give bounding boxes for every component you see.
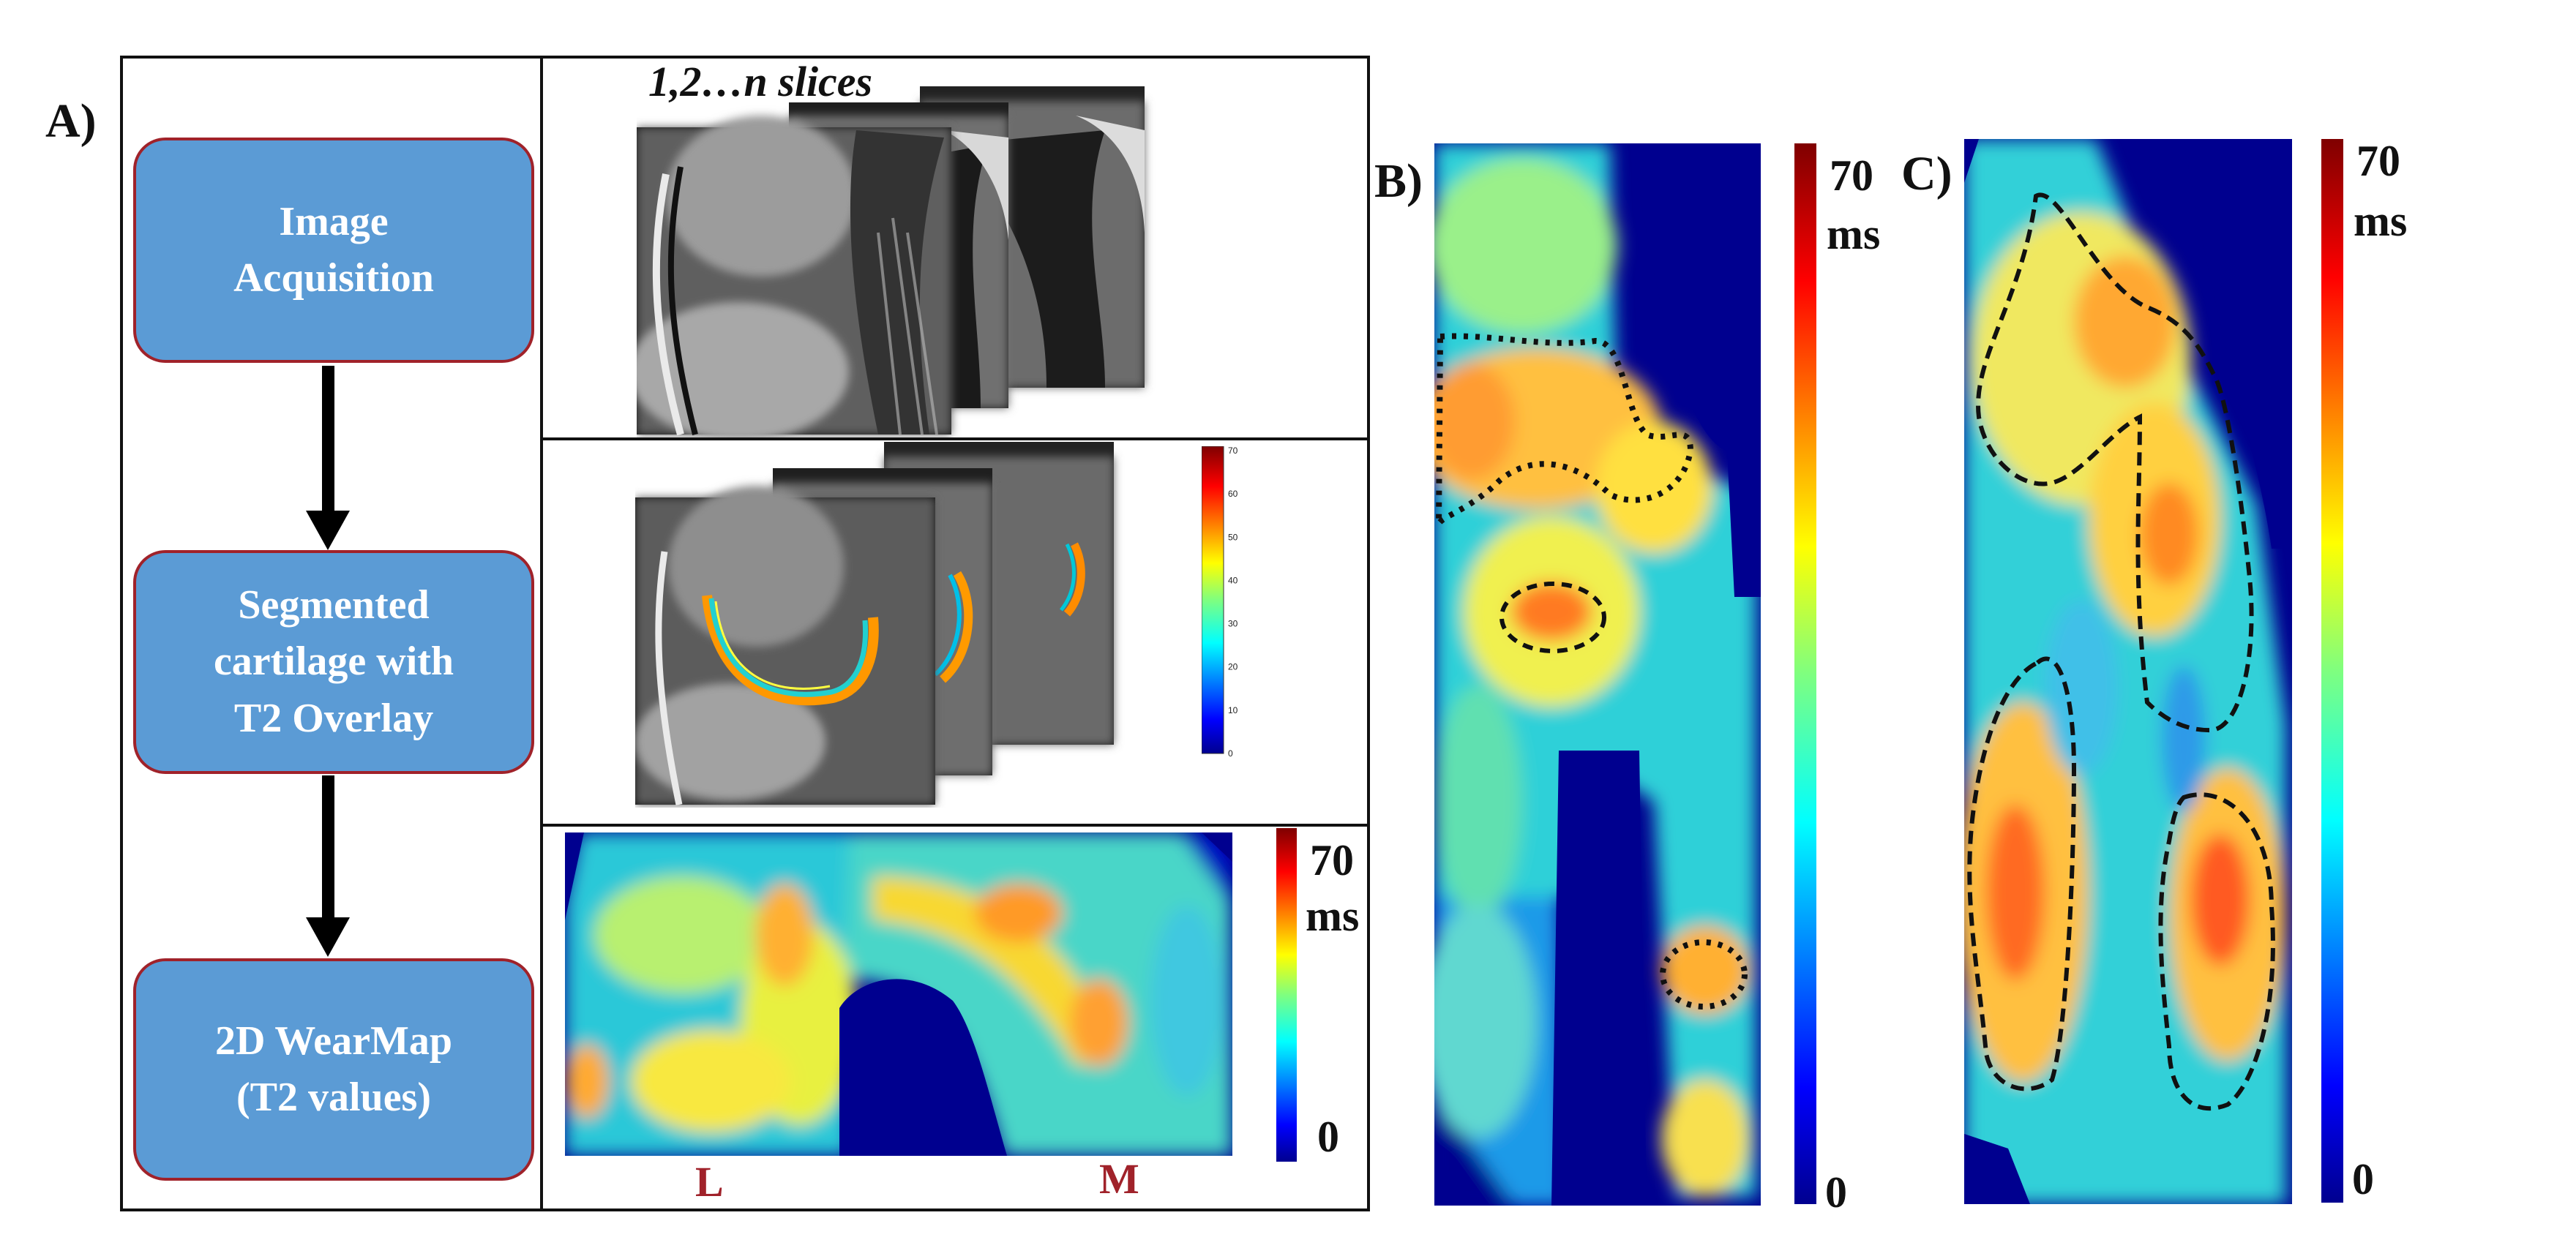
panel-c-colorbar	[2321, 139, 2343, 1203]
row-divider-1	[540, 437, 1370, 440]
overlay-colorbar-tick: 20	[1228, 662, 1238, 672]
arrow-2-head	[306, 917, 350, 957]
arrow-1-shaft	[322, 366, 334, 512]
overlay-colorbar-tick: 10	[1228, 705, 1238, 715]
wearmap-colorbar-min: 0	[1317, 1113, 1339, 1161]
step-line: Image	[279, 198, 389, 244]
step-segmented-cartilage: Segmented cartilage with T2 Overlay	[133, 550, 534, 774]
panel-c-wearmap	[1964, 139, 2292, 1204]
wearmap-colorbar	[1276, 828, 1297, 1162]
row-divider-2	[540, 824, 1370, 827]
panel-c-colorbar-max: 70	[2356, 137, 2400, 185]
column-divider	[540, 56, 543, 1211]
overlay-colorbar-tick: 70	[1228, 446, 1238, 456]
panel-c-label: C)	[1901, 147, 1952, 200]
step-line: (T2 values)	[236, 1075, 431, 1120]
overlay-colorbar: 70 60 50 40 30 20 10 0	[1202, 446, 1238, 758]
overlay-colorbar-tick: 40	[1228, 575, 1238, 585]
slices-caption: 1,2…n slices	[648, 58, 873, 105]
arrow-2-shaft	[322, 775, 334, 919]
panel-b-label: B)	[1374, 154, 1423, 208]
overlay-colorbar-ticks: 70 60 50 40 30 20 10 0	[1228, 446, 1238, 758]
t2-overlay-slice-stack	[635, 442, 1114, 805]
mri-slice-front	[637, 116, 951, 437]
step-line: Segmented	[238, 582, 430, 628]
medial-side-label: M	[1099, 1155, 1139, 1203]
overlay-colorbar-tick: 0	[1228, 748, 1233, 758]
wearmap-heatmap	[565, 832, 1232, 1156]
wearmap-colorbar-unit: ms	[1306, 892, 1360, 940]
step-line: T2 Overlay	[233, 695, 434, 741]
panel-b-colorbar	[1794, 143, 1816, 1204]
overlay-colorbar-tick: 30	[1228, 619, 1238, 629]
step-line: 2D WearMap	[214, 1018, 453, 1064]
panel-b-colorbar-unit: ms	[1827, 210, 1881, 258]
wearmap-colorbar-max: 70	[1310, 836, 1354, 884]
panel-c-colorbar-unit: ms	[2354, 197, 2408, 245]
overlay-slice-front	[635, 486, 935, 805]
panel-a-label: A)	[45, 94, 97, 148]
panel-a-frame	[120, 56, 1370, 1211]
mri-slice-stack	[637, 86, 1145, 437]
overlay-colorbar-tick: 60	[1228, 489, 1238, 499]
step-line: cartilage with	[213, 639, 454, 685]
step-image-acquisition: Image Acquisition	[133, 138, 534, 363]
panel-c-colorbar-min: 0	[2352, 1155, 2374, 1203]
arrow-1-head	[306, 511, 350, 550]
panel-b-wearmap	[1434, 143, 1761, 1206]
lateral-side-label: L	[695, 1158, 724, 1206]
panel-b-colorbar-min: 0	[1825, 1168, 1847, 1217]
panel-b-colorbar-max: 70	[1830, 151, 1873, 200]
overlay-colorbar-tick: 50	[1228, 532, 1238, 542]
step-line: Acquisition	[233, 255, 434, 301]
step-2d-wearmap: 2D WearMap (T2 values)	[133, 958, 534, 1181]
